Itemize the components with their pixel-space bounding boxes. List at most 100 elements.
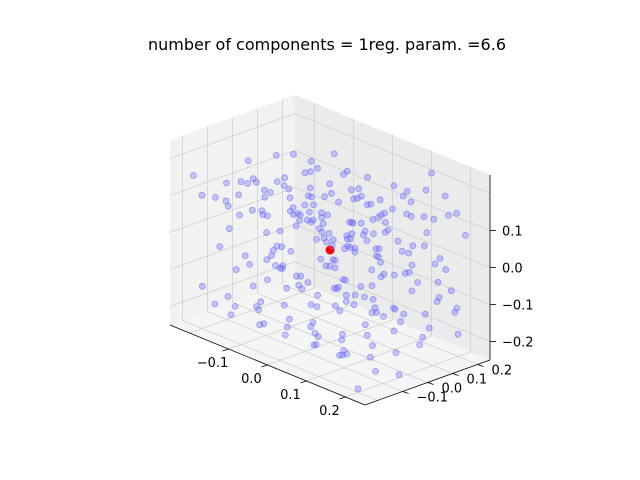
scatter-point [231, 302, 239, 310]
scatter-point [281, 331, 289, 339]
scatter-point [366, 353, 374, 361]
scatter-point [341, 245, 349, 253]
y-tick-mark [477, 364, 484, 367]
scatter-point [249, 175, 257, 183]
scatter-point [342, 298, 350, 305]
scatter-point [261, 193, 269, 201]
scatter-point [343, 350, 351, 358]
scatter-point [390, 182, 398, 190]
scatter-point [263, 256, 271, 264]
scatter-point [305, 208, 313, 216]
scatter-point [257, 298, 265, 306]
scatter-point [253, 303, 261, 310]
gridline [345, 351, 471, 398]
scatter-point [373, 252, 380, 260]
scatter-point [403, 210, 411, 218]
scatter-point [237, 178, 245, 186]
scatter-point [318, 209, 326, 217]
scatter-point [246, 260, 254, 268]
scatter-point [380, 313, 387, 320]
y-tick-mark [427, 382, 434, 385]
x-tick-label: 0.2 [319, 404, 340, 419]
scatter-point [317, 255, 325, 263]
scatter-point [453, 304, 461, 312]
scatter-point [326, 180, 334, 188]
gridline [282, 284, 478, 365]
gridline [294, 113, 491, 194]
scatter-point [285, 185, 293, 193]
scatter-point [368, 342, 376, 350]
scatter-point [372, 367, 379, 375]
scatter-point [223, 179, 230, 187]
scatter-point [287, 247, 295, 255]
scatter-point [355, 185, 363, 193]
scatter-point [241, 252, 249, 260]
z-axis-tick-labels: 0.1 0.0 −0.1 −0.2 [502, 225, 534, 351]
scatter-point [189, 172, 197, 179]
x-axis-tick-labels: −0.1 0.0 0.1 0.2 [197, 356, 340, 419]
scatter-point [442, 266, 450, 274]
scatter-point [392, 349, 400, 357]
y-tick-label: 0.0 [442, 382, 463, 397]
scatter-point [354, 385, 362, 393]
scatter-point [421, 310, 429, 318]
scatter-point [306, 184, 314, 192]
scatter-point [361, 227, 369, 235]
scatter-point [260, 186, 268, 194]
x-tick-mark [222, 348, 229, 352]
y-tick-mark [402, 391, 409, 394]
scatter-point [347, 186, 355, 194]
scatter-point [328, 242, 336, 250]
scatter-point [419, 333, 427, 341]
scatter-point [351, 291, 359, 299]
y-tick-label: 0.2 [492, 364, 513, 379]
gridline [257, 293, 453, 374]
scatter-point [409, 242, 417, 250]
scatter-point [407, 198, 415, 206]
z-tick-label: 0.0 [502, 262, 523, 277]
scatter-point [363, 331, 371, 339]
scatter-point [360, 231, 367, 239]
scatter-point [364, 173, 371, 181]
scatter-point [420, 242, 428, 250]
scatter-point [276, 227, 284, 235]
gridline [294, 187, 491, 268]
scatter-point [381, 228, 389, 236]
scatter-point [351, 244, 359, 252]
scatter-point [258, 207, 266, 215]
scatter-point [454, 330, 462, 338]
scatter-point [389, 205, 396, 213]
scatter-point [434, 278, 442, 286]
scatter-point [307, 168, 314, 176]
scatter-point [328, 189, 335, 197]
scatter-point [224, 293, 232, 300]
z-tick-label: 0.1 [502, 225, 523, 240]
scatter-point [301, 201, 309, 209]
scatter-point [401, 269, 409, 277]
scatter-point [303, 216, 311, 224]
scatter-point [224, 202, 232, 210]
x-tick-mark [261, 364, 268, 368]
scatter-point [346, 218, 354, 226]
scatter-point [375, 245, 383, 253]
gridline [169, 187, 296, 233]
scatter-point [198, 191, 206, 199]
scatter-point [289, 150, 297, 158]
scatter-point [453, 209, 461, 217]
scatter-point [408, 261, 416, 269]
scatter-point [269, 246, 277, 254]
scatter-point [391, 305, 399, 313]
scatter-point [361, 321, 369, 329]
scatter-point [394, 237, 402, 245]
scatter-point [244, 180, 252, 187]
scatter-point [377, 273, 385, 281]
scatter-point [264, 276, 271, 284]
scatter-point [369, 216, 377, 223]
scatter-point [369, 230, 377, 238]
scatter-point [324, 211, 332, 219]
x-tick-label: 0.1 [280, 388, 301, 403]
gridline [294, 150, 491, 231]
scatter-point [318, 228, 326, 236]
scatter-point [342, 291, 350, 299]
